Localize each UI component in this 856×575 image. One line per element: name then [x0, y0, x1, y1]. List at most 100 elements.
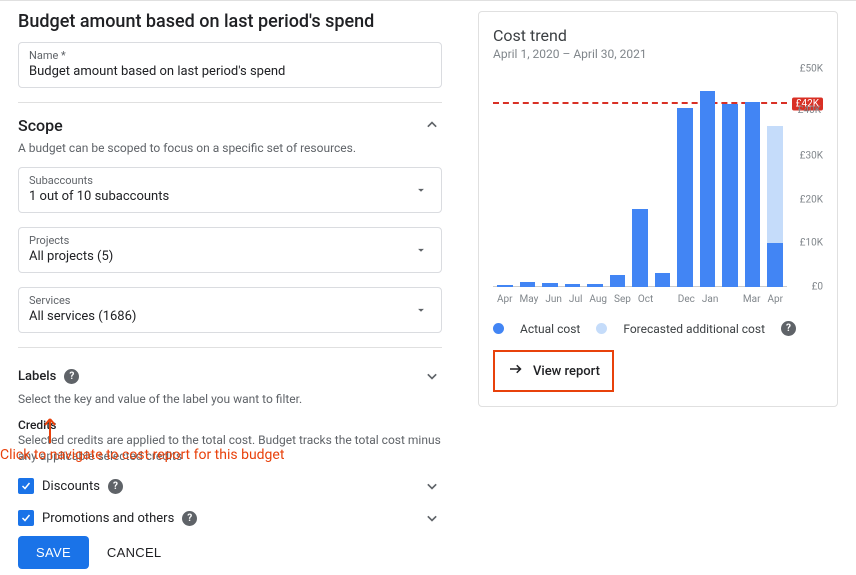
x-label: Mar	[743, 294, 761, 305]
legend-forecast-label: Forecasted additional cost	[623, 322, 765, 336]
y-tick: £10K	[800, 238, 823, 249]
help-icon[interactable]: ?	[182, 511, 197, 526]
bar-actual	[722, 104, 738, 287]
cancel-button[interactable]: CANCEL	[107, 545, 162, 560]
x-label: Dec	[678, 294, 695, 305]
scope-title: Scope	[18, 116, 63, 135]
name-input[interactable]	[29, 64, 431, 79]
x-label: Sep	[614, 294, 631, 305]
subaccounts-label: Subaccounts	[29, 174, 431, 187]
x-label: Apr	[767, 294, 783, 305]
services-select[interactable]: Services All services (1686)	[18, 287, 442, 333]
chevron-down-icon	[422, 508, 442, 528]
bar-slot	[542, 69, 558, 287]
y-tick: £20K	[800, 194, 823, 205]
bar-slot	[767, 69, 783, 287]
annotation-text: Click to navigate to cost report for thi…	[0, 447, 284, 463]
bar-actual	[610, 275, 626, 287]
scope-header[interactable]: Scope	[18, 115, 442, 135]
bar-actual	[767, 243, 783, 287]
y-tick: £0	[812, 282, 823, 293]
bar-actual	[700, 91, 716, 287]
bar-actual	[520, 282, 536, 287]
bar-slot	[722, 69, 738, 287]
labels-row[interactable]: Labels ?	[18, 360, 442, 392]
divider	[18, 102, 442, 103]
dropdown-icon	[411, 180, 431, 200]
x-label: Jul	[569, 294, 582, 305]
legend-actual-label: Actual cost	[520, 322, 580, 336]
projects-value: All projects (5)	[29, 249, 431, 264]
bar-slot	[610, 69, 626, 287]
subaccounts-value: 1 out of 10 subaccounts	[29, 189, 431, 204]
promotions-checkbox[interactable]	[18, 510, 34, 526]
bar-actual	[587, 284, 603, 287]
x-label: May	[520, 294, 539, 305]
view-report-button[interactable]: View report	[493, 350, 614, 392]
promotions-label: Promotions and others	[42, 511, 174, 526]
divider	[18, 347, 442, 348]
bar-slot	[700, 69, 716, 287]
bar-actual	[655, 273, 671, 287]
bar-slot	[587, 69, 603, 287]
bar-actual	[745, 102, 761, 287]
subaccounts-select[interactable]: Subaccounts 1 out of 10 subaccounts	[18, 167, 442, 213]
bar-slot	[520, 69, 536, 287]
arrow-right-icon	[507, 360, 525, 382]
y-tick: £30K	[800, 151, 823, 162]
x-label: Oct	[638, 294, 653, 305]
bar-slot	[655, 69, 671, 287]
bar-actual	[632, 209, 648, 287]
bar-slot	[632, 69, 648, 287]
services-value: All services (1686)	[29, 309, 431, 324]
bar-actual	[677, 108, 693, 287]
bar-actual	[497, 285, 513, 287]
chart-legend: Actual cost Forecasted additional cost ?	[493, 321, 823, 336]
dropdown-icon	[411, 300, 431, 320]
discounts-row[interactable]: Discounts ?	[18, 470, 442, 502]
legend-actual-dot	[493, 323, 504, 334]
services-label: Services	[29, 294, 431, 307]
annotation-arrow-icon	[40, 415, 60, 445]
chevron-down-icon	[422, 366, 442, 386]
bar-slot	[497, 69, 513, 287]
cost-trend-card: Cost trend April 1, 2020 – April 30, 202…	[478, 11, 838, 407]
bar-slot	[565, 69, 581, 287]
bar-forecast	[767, 126, 783, 244]
legend-forecast-dot	[596, 323, 607, 334]
help-icon[interactable]: ?	[64, 369, 79, 384]
y-tick: £50K	[800, 64, 823, 75]
discounts-checkbox[interactable]	[18, 478, 34, 494]
view-report-label: View report	[533, 364, 600, 379]
footer: SAVE CANCEL	[0, 529, 856, 575]
x-label	[725, 294, 736, 305]
page-title: Budget amount based on last period's spe…	[18, 11, 442, 32]
chevron-up-icon	[422, 115, 442, 135]
projects-select[interactable]: Projects All projects (5)	[18, 227, 442, 273]
x-label	[660, 294, 671, 305]
bar-slot	[677, 69, 693, 287]
discounts-label: Discounts	[42, 479, 100, 494]
chart-title: Cost trend	[493, 26, 823, 45]
x-label: Aug	[589, 294, 607, 305]
name-label: Name *	[29, 49, 431, 62]
help-icon[interactable]: ?	[108, 479, 123, 494]
name-field[interactable]: Name *	[18, 42, 442, 88]
chart-subtitle: April 1, 2020 – April 30, 2021	[493, 47, 823, 61]
cost-trend-chart: £42K £40K £0£10K£20K£30K£50K AprMayJunJu…	[493, 69, 823, 305]
x-label: Jun	[545, 294, 562, 305]
dropdown-icon	[411, 240, 431, 260]
help-icon[interactable]: ?	[781, 321, 796, 336]
chevron-down-icon	[422, 476, 442, 496]
save-button[interactable]: SAVE	[18, 536, 89, 569]
x-label: Apr	[497, 294, 513, 305]
scope-desc: A budget can be scoped to focus on a spe…	[18, 141, 442, 155]
bar-actual	[565, 284, 581, 287]
bar-slot	[745, 69, 761, 287]
promotions-row[interactable]: Promotions and others ?	[18, 502, 442, 531]
bar-actual	[542, 283, 558, 287]
projects-label: Projects	[29, 234, 431, 247]
credits-title: Credits	[18, 418, 442, 432]
labels-desc: Select the key and value of the label yo…	[18, 392, 442, 406]
labels-title: Labels	[18, 369, 56, 384]
